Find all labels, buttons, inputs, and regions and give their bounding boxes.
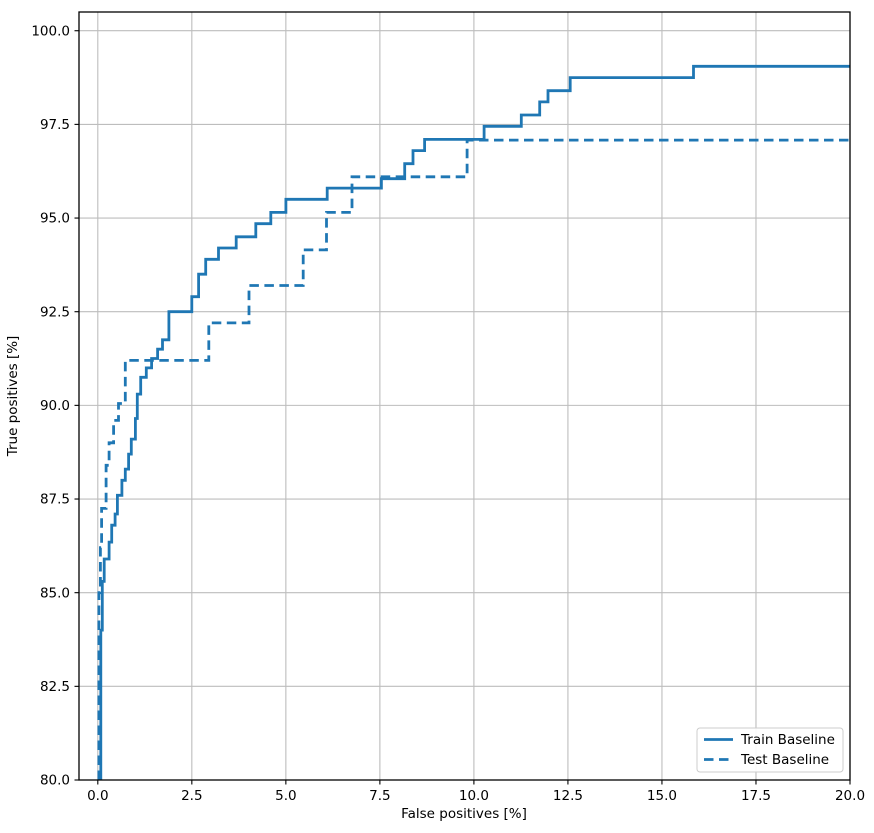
y-tick-label: 92.5	[40, 304, 70, 320]
y-axis-label: True positives [%]	[5, 336, 21, 458]
plot-frame	[78, 11, 851, 781]
y-tick-label: 80.0	[40, 773, 70, 789]
x-tick-label: 12.5	[553, 788, 583, 804]
y-tick-label: 85.0	[40, 585, 70, 601]
tick-layer: 0.0 2.5 5.0 7.5 10.0 12.5 15.0 17.5 20.0 80.0 82.5…	[31, 23, 865, 804]
x-tick-label: 20.0	[835, 788, 865, 804]
y-tick-label: 100.0	[31, 23, 70, 39]
x-tick-label: 17.5	[741, 788, 771, 804]
y-tick-label: 82.5	[40, 679, 70, 695]
series-layer	[97, 64, 850, 780]
train-baseline-line	[99, 64, 850, 780]
grid-layer	[79, 12, 851, 781]
x-tick-label: 15.0	[647, 788, 677, 804]
y-tick-label: 90.0	[40, 398, 70, 414]
legend-box	[696, 727, 844, 773]
test-baseline-line	[97, 138, 850, 780]
x-tick-label: 2.5	[181, 788, 202, 804]
x-tick-label: 10.0	[459, 788, 489, 804]
legend: Train Baseline Test Baseline	[696, 727, 844, 773]
x-axis-label: False positives [%]	[401, 806, 527, 822]
legend-test-label: Test Baseline	[740, 752, 829, 768]
y-tick-label: 87.5	[40, 492, 70, 508]
y-tick-label: 95.0	[40, 211, 70, 227]
x-tick-label: 7.5	[369, 788, 390, 804]
y-tick-label: 97.5	[40, 117, 70, 133]
legend-train-label: Train Baseline	[740, 732, 835, 748]
x-tick-label: 5.0	[275, 788, 296, 804]
x-tick-label: 0.0	[87, 788, 108, 804]
